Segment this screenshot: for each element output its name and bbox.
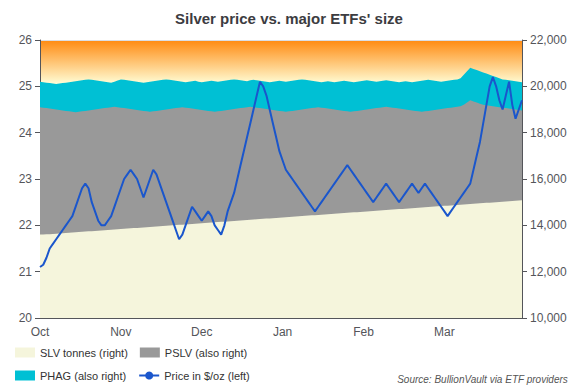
svg-text:18,000: 18,000 xyxy=(530,126,567,140)
svg-text:Price in $/oz (left): Price in $/oz (left) xyxy=(164,370,250,382)
svg-text:Source: BullionVault via ETF p: Source: BullionVault via ETF providers xyxy=(397,374,568,385)
svg-text:Silver price vs. major ETFs' s: Silver price vs. major ETFs' size xyxy=(175,10,403,27)
svg-text:12,000: 12,000 xyxy=(530,265,567,279)
svg-text:20: 20 xyxy=(19,311,33,325)
svg-text:SLV tonnes (right): SLV tonnes (right) xyxy=(40,347,128,359)
svg-text:Nov: Nov xyxy=(110,325,131,339)
svg-text:10,000: 10,000 xyxy=(530,311,567,325)
svg-text:PHAG (also right): PHAG (also right) xyxy=(40,370,126,382)
svg-text:22: 22 xyxy=(19,218,33,232)
svg-text:Feb: Feb xyxy=(353,325,374,339)
svg-text:Mar: Mar xyxy=(434,325,455,339)
svg-text:22,000: 22,000 xyxy=(530,33,567,47)
svg-text:Oct: Oct xyxy=(31,325,50,339)
svg-text:14,000: 14,000 xyxy=(530,218,567,232)
svg-text:21: 21 xyxy=(19,265,33,279)
svg-text:PSLV (also right): PSLV (also right) xyxy=(165,347,247,359)
svg-text:23: 23 xyxy=(19,172,33,186)
svg-text:24: 24 xyxy=(19,126,33,140)
svg-text:20,000: 20,000 xyxy=(530,79,567,93)
svg-text:16,000: 16,000 xyxy=(530,172,567,186)
svg-text:26: 26 xyxy=(19,33,33,47)
svg-text:Dec: Dec xyxy=(191,325,212,339)
svg-text:Jan: Jan xyxy=(273,325,292,339)
svg-text:25: 25 xyxy=(19,79,33,93)
